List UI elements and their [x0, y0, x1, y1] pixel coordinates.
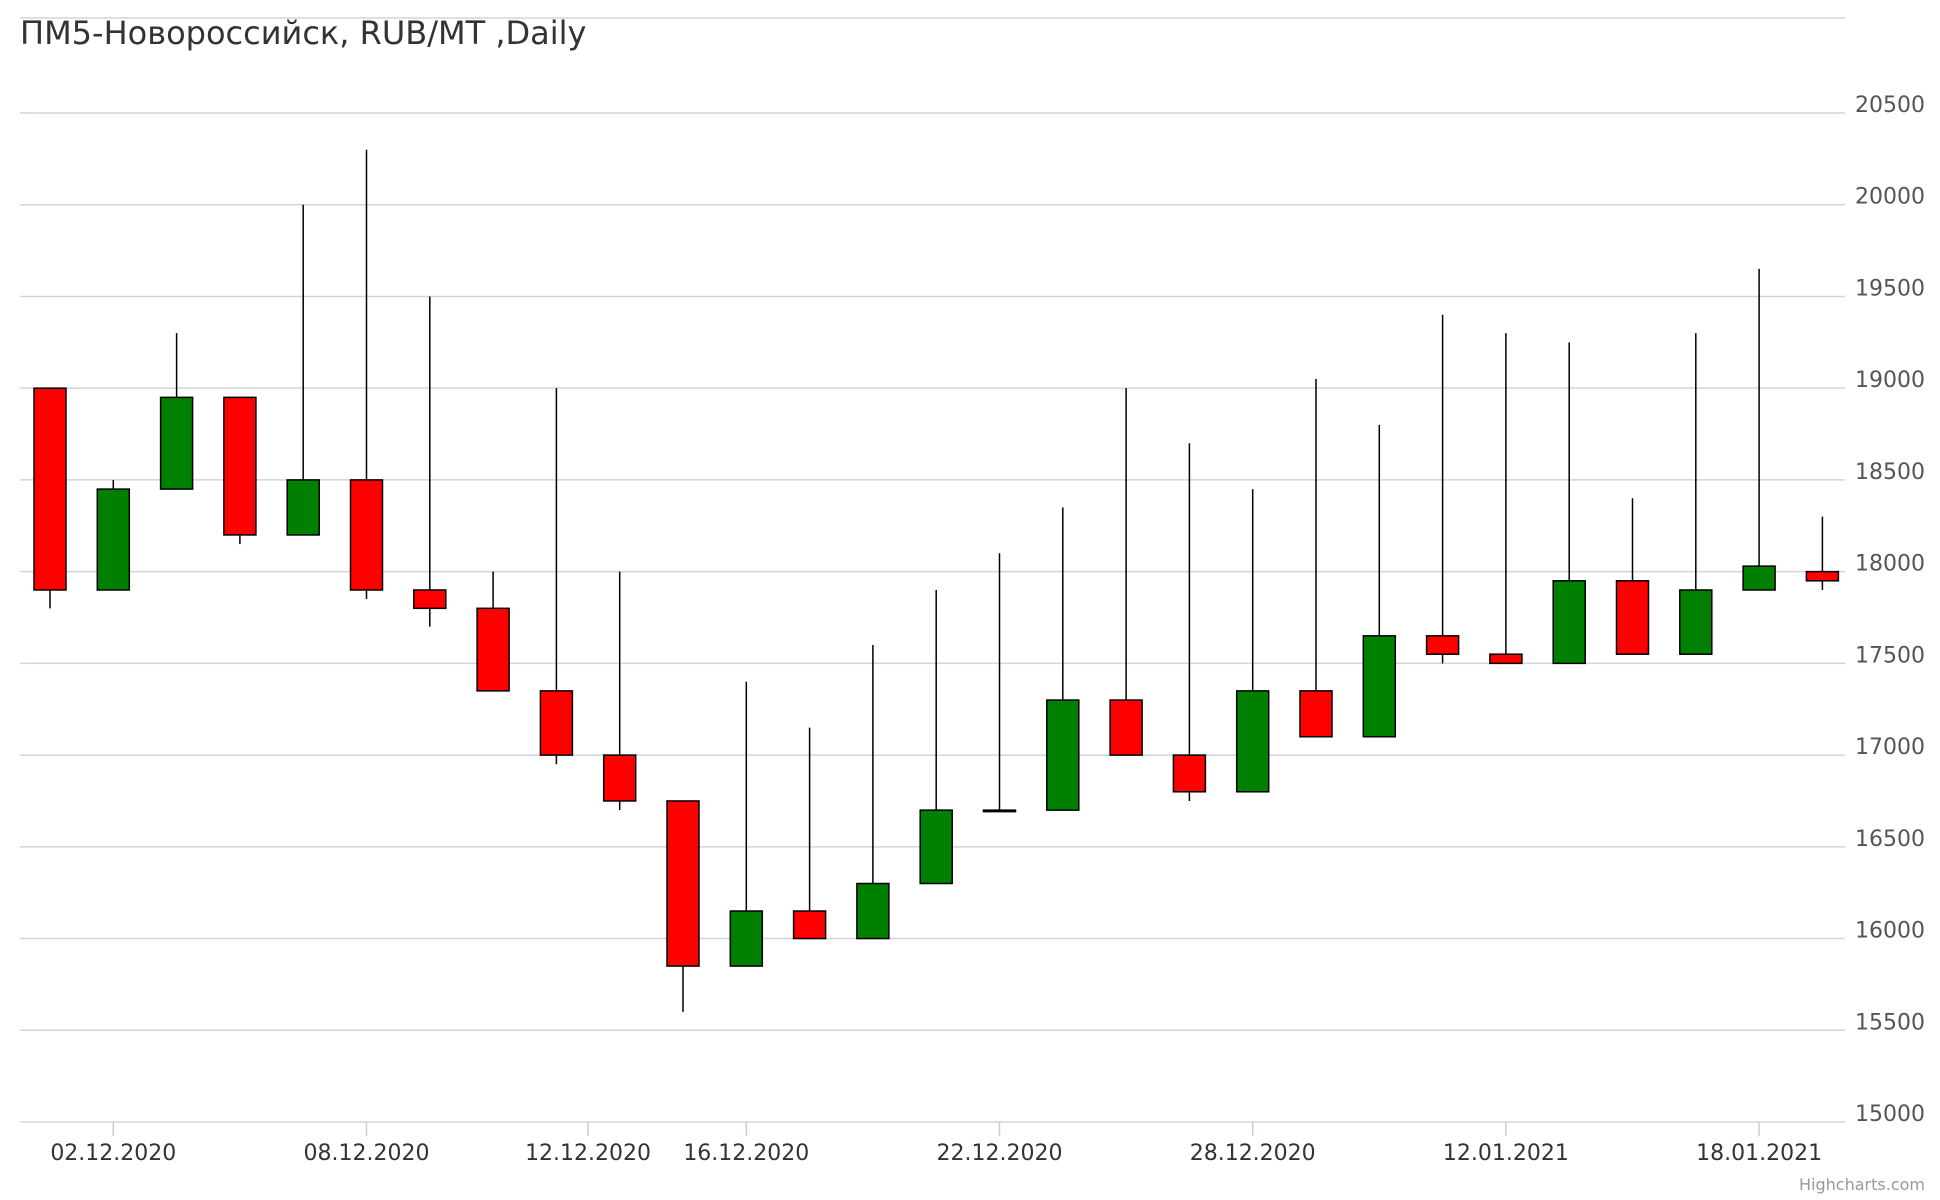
candle-body [1046, 699, 1080, 811]
y-tick-label: 19000 [1855, 368, 1925, 393]
candle-up[interactable] [1235, 489, 1270, 793]
candle-body [413, 589, 447, 610]
candle-body [982, 809, 1017, 813]
candle-up[interactable] [856, 645, 890, 940]
y-tick-label: 16000 [1855, 919, 1925, 944]
x-tick-label: 08.12.2020 [304, 1141, 430, 1166]
candle-down[interactable] [33, 387, 67, 609]
candle-up[interactable] [286, 204, 320, 536]
candle-body [159, 396, 194, 490]
x-axis: 02.12.2020 08.12.2020 12.12.2020 16.12.2020… [50, 1122, 1822, 1166]
candle-body [729, 910, 764, 967]
x-tick-label: 12.01.2021 [1443, 1141, 1569, 1166]
candle-up[interactable] [982, 553, 1017, 813]
y-tick-label: 18000 [1855, 552, 1925, 577]
candle-up[interactable] [1046, 507, 1080, 811]
candle-body [602, 754, 637, 802]
candle-down[interactable] [539, 388, 574, 765]
candle-up[interactable] [919, 589, 953, 885]
y-tick-label: 15000 [1855, 1102, 1925, 1127]
candle-down[interactable] [1615, 498, 1650, 655]
candle-down[interactable] [476, 571, 510, 692]
candle-body [286, 479, 320, 536]
x-tick-label: 12.12.2020 [525, 1141, 651, 1166]
y-tick-label: 16500 [1855, 827, 1925, 852]
candle-body [1172, 754, 1207, 793]
candle-down[interactable] [1489, 333, 1523, 665]
candle-body [1552, 580, 1586, 665]
candle-body [1679, 589, 1713, 655]
candle-down[interactable] [1805, 516, 1840, 590]
y-axis-tick-labels: 15000 15500 16000 16500 17000 17500 18000 18500… [1855, 93, 1925, 1127]
x-tick-label: 22.12.2020 [937, 1141, 1063, 1166]
candle-body [223, 396, 257, 536]
candle-body [1109, 699, 1143, 756]
x-tick-label: 02.12.2020 [50, 1141, 176, 1166]
candle-body [666, 800, 700, 967]
candle-down[interactable] [1109, 388, 1143, 756]
chart-credits[interactable]: Highcharts.com [1799, 1175, 1925, 1194]
candles [33, 149, 1840, 1012]
candle-body [919, 809, 953, 885]
candle-body [1425, 635, 1460, 655]
candle-up[interactable] [1742, 268, 1776, 591]
x-tick-label: 16.12.2020 [683, 1141, 809, 1166]
candle-body [349, 479, 384, 591]
candle-down[interactable] [413, 296, 447, 627]
candle-down[interactable] [349, 149, 384, 600]
candle-body [1805, 570, 1840, 582]
candle-body [476, 607, 510, 692]
candle-down[interactable] [1299, 379, 1333, 738]
x-tick-label: 18.01.2021 [1696, 1141, 1822, 1166]
candle-body [1235, 690, 1270, 793]
candle-body [792, 910, 827, 940]
candle-down[interactable] [1425, 314, 1460, 664]
candle-body [1615, 580, 1650, 655]
candle-down[interactable] [792, 727, 827, 940]
candle-down[interactable] [666, 800, 700, 1012]
candle-body [856, 882, 890, 940]
candle-up[interactable] [1679, 333, 1713, 655]
candle-down[interactable] [602, 571, 637, 811]
chart-title: ПМ5-Новороссийск, RUB/MT ,Daily [20, 14, 586, 52]
candle-body [539, 690, 574, 756]
candle-up[interactable] [159, 333, 194, 490]
candle-up[interactable] [96, 479, 131, 591]
candle-body [1742, 565, 1776, 591]
y-tick-label: 19500 [1855, 276, 1925, 301]
candle-up[interactable] [1362, 424, 1397, 738]
y-tick-label: 20500 [1855, 93, 1925, 118]
y-tick-label: 17000 [1855, 735, 1925, 760]
candle-body [33, 387, 67, 591]
candle-body [96, 488, 131, 591]
candle-up[interactable] [1552, 342, 1586, 665]
y-tick-label: 17500 [1855, 643, 1925, 668]
x-tick-label: 28.12.2020 [1190, 1141, 1316, 1166]
y-tick-label: 15500 [1855, 1010, 1925, 1035]
candle-body [1489, 653, 1523, 665]
y-tick-label: 20000 [1855, 185, 1925, 210]
candle-body [1362, 635, 1397, 738]
candle-body [1299, 690, 1333, 738]
candle-down[interactable] [223, 396, 257, 545]
candle-up[interactable] [729, 681, 764, 967]
y-tick-label: 18500 [1855, 460, 1925, 485]
candle-down[interactable] [1172, 443, 1207, 801]
